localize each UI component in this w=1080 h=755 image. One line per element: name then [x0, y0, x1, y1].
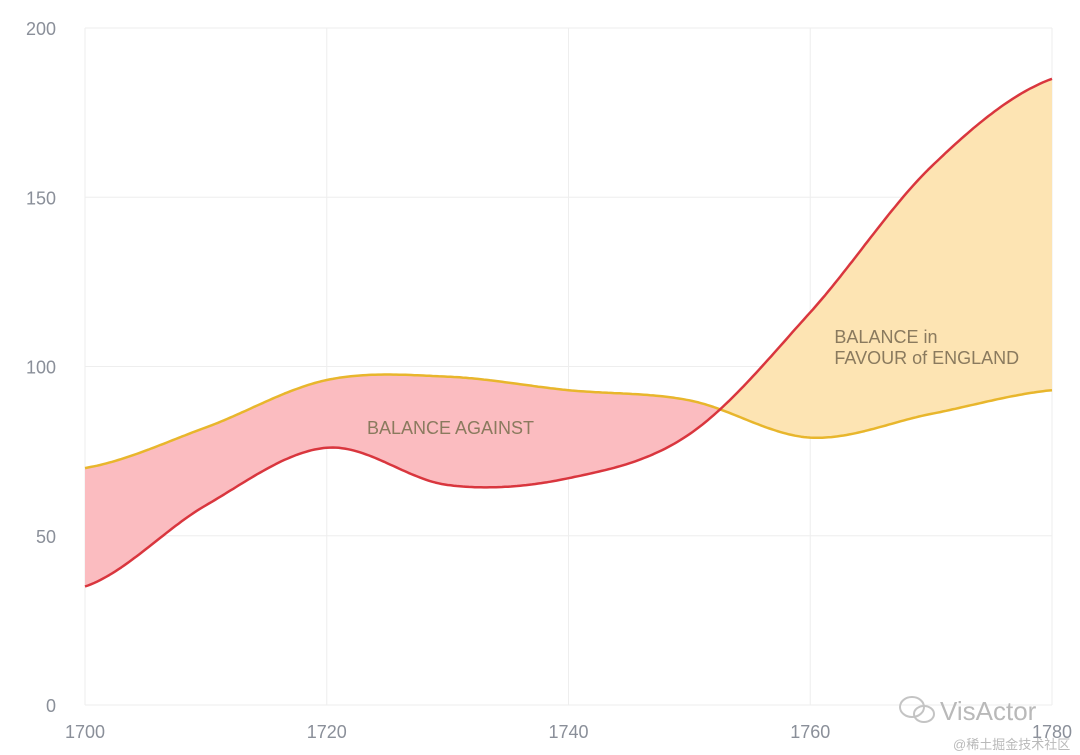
watermark-source: @稀土掘金技术社区 [953, 737, 1070, 752]
annotation-label: BALANCE in [834, 327, 937, 347]
area-balance-against [85, 374, 720, 587]
y-tick-label: 100 [26, 358, 56, 378]
series-line-yellow [84, 373, 1053, 470]
x-tick-label: 1760 [790, 722, 830, 742]
y-axis: 0 50 100 150 200 [26, 19, 56, 716]
watermark-brand: VisActor [940, 696, 1037, 726]
annotation-label: BALANCE AGAINST [367, 418, 534, 438]
area-balance-favour [720, 78, 1052, 438]
fills [85, 78, 1052, 587]
y-tick-label: 150 [26, 188, 56, 208]
x-tick-label: 1740 [548, 722, 588, 742]
y-tick-label: 0 [46, 696, 56, 716]
y-tick-label: 200 [26, 19, 56, 39]
series-line-red [84, 77, 1053, 588]
x-tick-label: 1720 [307, 722, 347, 742]
lines [84, 77, 1053, 588]
wechat-icon [899, 696, 935, 723]
y-tick-label: 50 [36, 527, 56, 547]
watermark: VisActor @稀土掘金技术社区 [899, 696, 1070, 752]
annotation-label: FAVOUR of ENGLAND [834, 348, 1019, 368]
x-tick-label: 1780 [1032, 722, 1072, 742]
x-axis: 1700 1720 1740 1760 1780 [65, 722, 1072, 742]
x-tick-label: 1700 [65, 722, 105, 742]
